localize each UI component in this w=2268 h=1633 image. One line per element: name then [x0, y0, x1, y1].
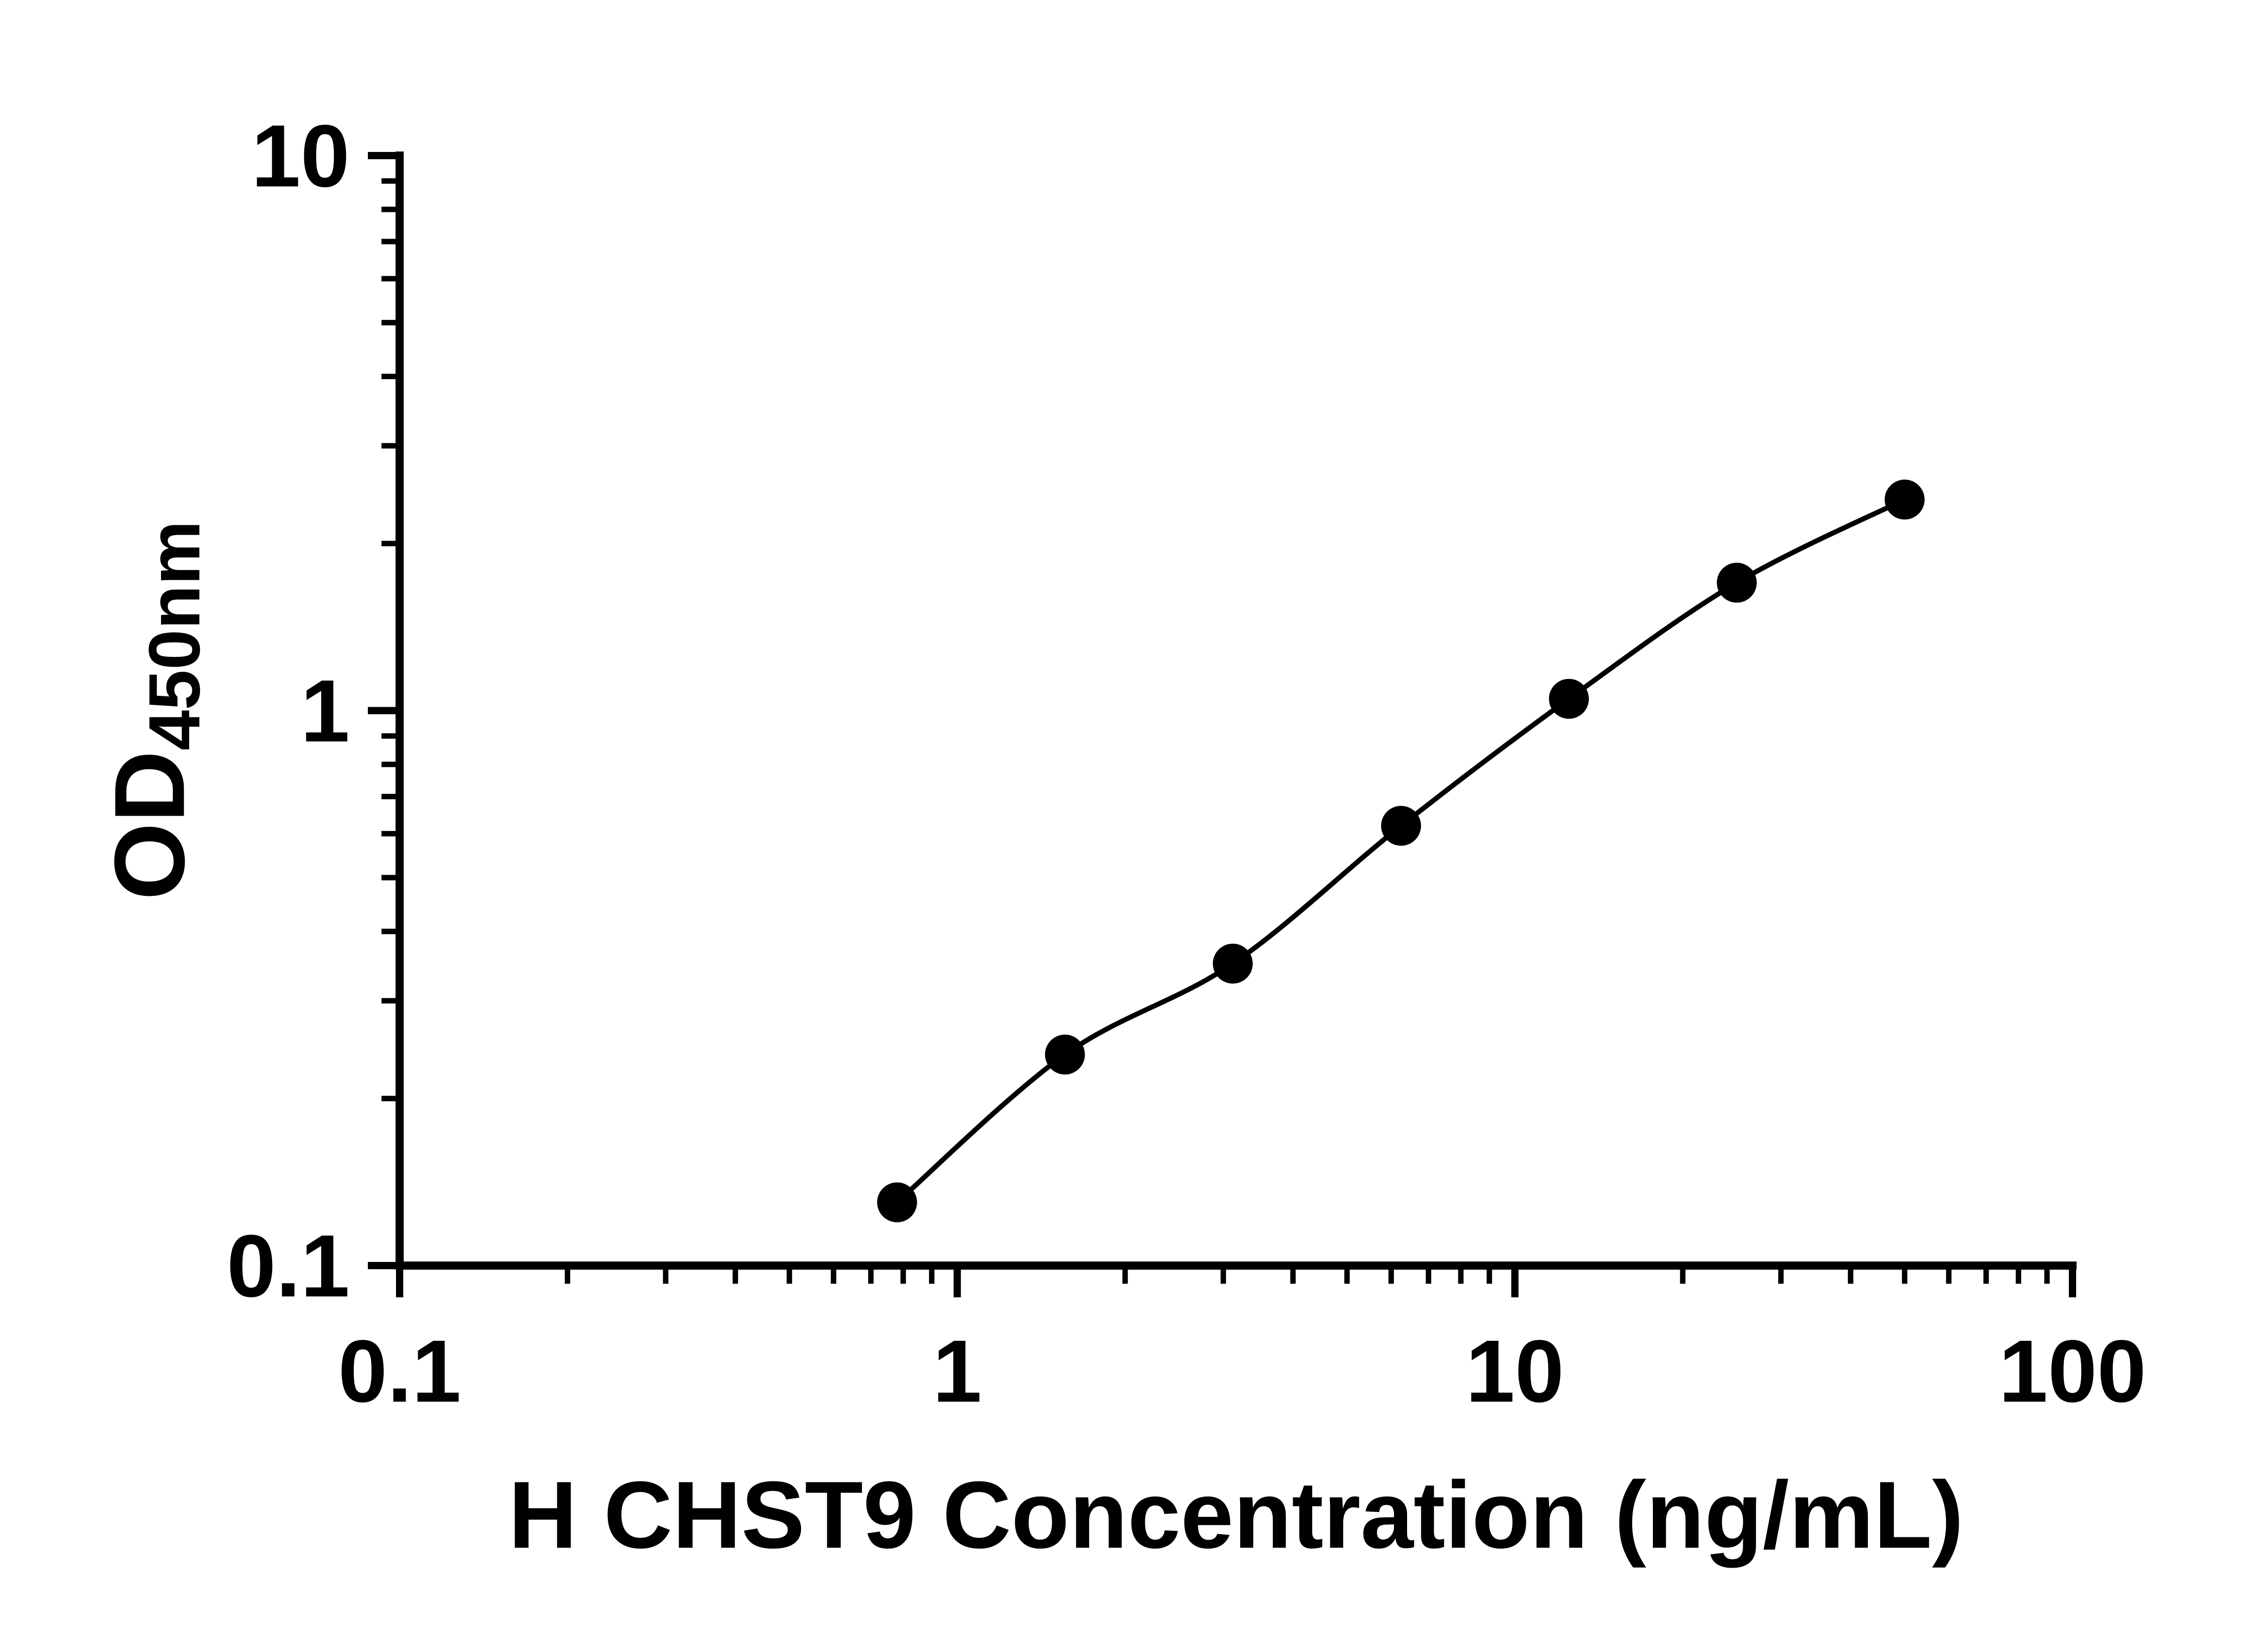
data-point-marker [1212, 944, 1253, 984]
fit-curve [895, 497, 1906, 1204]
y-axis-title: OD450nm [93, 521, 215, 900]
y-tick-label: 1 [301, 662, 350, 761]
x-tick-label: 10 [1466, 1322, 1564, 1421]
axis-lines [396, 152, 2077, 1270]
data-point-marker [1381, 806, 1421, 846]
x-axis-title: H CHST9 Concentration (ng/mL) [508, 1462, 1964, 1568]
y-tick-label: 0.1 [227, 1217, 350, 1315]
data-point-marker [1716, 562, 1757, 603]
data-point-marker [1045, 1034, 1085, 1075]
x-tick-label: 100 [1999, 1322, 2146, 1421]
y-tick-label: 10 [251, 107, 350, 205]
y-axis-title-subscript: 450nm [133, 520, 215, 751]
x-tick-label: 0.1 [338, 1322, 461, 1421]
data-point-marker [877, 1182, 917, 1222]
x-tick-label: 1 [933, 1322, 982, 1421]
data-point-marker [1549, 679, 1589, 719]
data-point-marker [1884, 479, 1925, 520]
y-axis-title-main: OD [93, 750, 205, 900]
